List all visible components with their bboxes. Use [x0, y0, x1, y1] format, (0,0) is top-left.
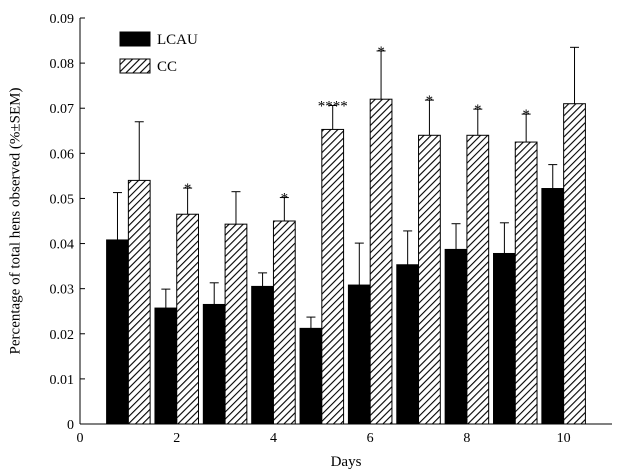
- bar-lcau-day-8: [444, 248, 468, 425]
- significance-marker-day-7: *: [426, 93, 434, 109]
- significance-marker-day-6: *: [377, 44, 385, 60]
- y-tick-label: 0.02: [50, 328, 75, 343]
- bar-cc-day-8: [466, 134, 490, 425]
- bar-cc-day-7: [418, 134, 441, 425]
- bar-lcau-day-2: [154, 307, 178, 425]
- bar-lcau-day-4: [251, 285, 274, 425]
- x-tick-label: 4: [270, 431, 277, 446]
- bar-lcau-day-9: [493, 252, 516, 425]
- x-tick-label: 2: [173, 431, 180, 446]
- x-tick-label: 6: [367, 431, 374, 446]
- significance-marker-day-5: ****: [318, 99, 348, 115]
- x-tick-label: 10: [557, 431, 571, 446]
- bar-cc-day-3: [224, 223, 248, 425]
- bar-lcau-day-3: [202, 303, 226, 425]
- bar-lcau-day-6: [347, 284, 371, 425]
- bar-cc-day-5: [321, 128, 345, 425]
- bar-cc-day-6: [369, 98, 393, 425]
- bar-lcau-day-10: [541, 188, 565, 425]
- y-tick-label: 0.07: [50, 102, 75, 117]
- y-tick-label: 0.05: [50, 192, 75, 207]
- x-tick-label: 0: [77, 431, 84, 446]
- bar-cc-day-2: [176, 213, 199, 425]
- significance-marker-day-9: *: [522, 107, 530, 123]
- x-tick-label: 8: [463, 431, 470, 446]
- significance-marker-day-4: *: [281, 191, 289, 207]
- bar-lcau-day-1: [106, 239, 129, 425]
- bars-layer: [106, 98, 586, 425]
- bar-cc-day-10: [563, 103, 586, 425]
- legend-swatch-cc: [119, 58, 151, 74]
- bar-lcau-day-5: [299, 327, 323, 425]
- significance-markers: ********* *: [184, 44, 530, 207]
- x-axis-label: Days: [331, 454, 362, 470]
- y-tick-label: 0.06: [50, 147, 75, 162]
- error-bars-layer: [112, 46, 580, 329]
- legend-label-lcau: LCAU: [157, 32, 198, 48]
- legend-swatch-lcau: [119, 31, 151, 47]
- axes: 0 0.01 0.02 0.03 0.04 0.05 0.06 0.07 0.08 0.09 0 2 4…: [50, 12, 612, 446]
- legend: LCAU CC: [119, 31, 198, 75]
- y-axis-label: Percentage of total hens observed (%±SEM…: [7, 88, 23, 355]
- bar-lcau-day-7: [396, 264, 420, 425]
- y-tick-label: 0.08: [50, 57, 75, 72]
- significance-marker-day-2: *: [184, 181, 192, 197]
- y-tick-label: 0.09: [50, 12, 75, 27]
- y-tick-label: 0.01: [50, 373, 75, 388]
- bar-cc-day-1: [127, 179, 151, 425]
- bar-cc-day-4: [272, 220, 296, 425]
- significance-marker-day-8: *: [474, 102, 482, 118]
- legend-label-cc: CC: [157, 59, 177, 75]
- y-tick-label: 0: [67, 418, 74, 433]
- y-tick-label: 0.04: [50, 238, 75, 253]
- bar-cc-day-9: [514, 141, 538, 425]
- y-tick-label: 0.03: [50, 283, 75, 298]
